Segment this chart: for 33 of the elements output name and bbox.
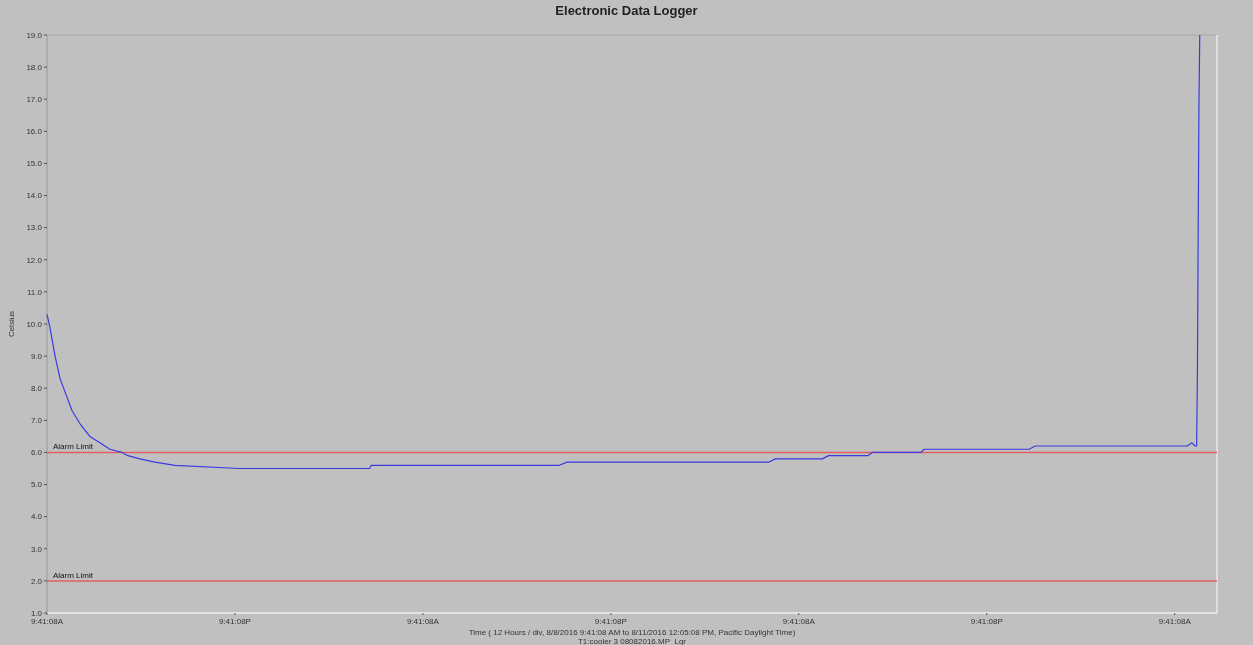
x-tick-label: 9:41:08A <box>30 617 64 626</box>
x-tick-label: 9:41:08A <box>1158 617 1192 626</box>
y-tick-label: 11.0 <box>27 287 43 297</box>
y-tick-label: 19.0 <box>26 30 43 40</box>
y-tick-label: 3.0 <box>30 544 43 554</box>
y-tick-label: 13.0 <box>26 223 43 233</box>
y-tick-label: 14.0 <box>26 191 43 201</box>
x-tick-label: 9:41:08P <box>970 617 1003 626</box>
y-tick-label: 5.0 <box>30 480 43 490</box>
y-axis-title: Celsius <box>7 310 16 338</box>
chart-title: Electronic Data Logger <box>555 3 698 18</box>
y-tick-label: 6.0 <box>30 448 43 458</box>
y-tick-label: 2.0 <box>30 576 43 586</box>
y-tick-label: 12.0 <box>26 255 43 265</box>
y-tick-label: 17.0 <box>26 95 43 105</box>
ref-line-label: Alarm Limit <box>53 442 94 452</box>
x-tick-label: 9:41:08P <box>218 617 251 626</box>
x-tick-label: 9:41:08A <box>782 617 816 626</box>
line-series <box>46 34 1201 470</box>
y-tick-label: 16.0 <box>26 127 43 137</box>
x-axis-title: Time ( 12 Hours / div, 8/8/2016 9:41:08 AM to 8/11/2016 12:05:08 PM, Pacific Daylight Time) <box>468 628 796 637</box>
y-tick-label: 8.0 <box>30 384 43 394</box>
ref-line-label: Alarm Limit <box>53 570 94 580</box>
x-tick-label: 9:41:08A <box>406 617 440 626</box>
y-tick-label: 7.0 <box>30 416 43 426</box>
text: T1:cooler 3 08082016.MP_Lgr <box>577 637 687 645</box>
y-tick-label: 9.0 <box>30 351 43 361</box>
y-tick-label: 18.0 <box>26 62 43 72</box>
y-tick-label: 1.0 <box>30 608 43 618</box>
y-tick-label: 4.0 <box>30 512 43 522</box>
y-tick-label: 10.0 <box>26 319 43 329</box>
x-tick-label: 9:41:08P <box>594 617 627 626</box>
y-tick-label: 15.0 <box>26 159 43 169</box>
